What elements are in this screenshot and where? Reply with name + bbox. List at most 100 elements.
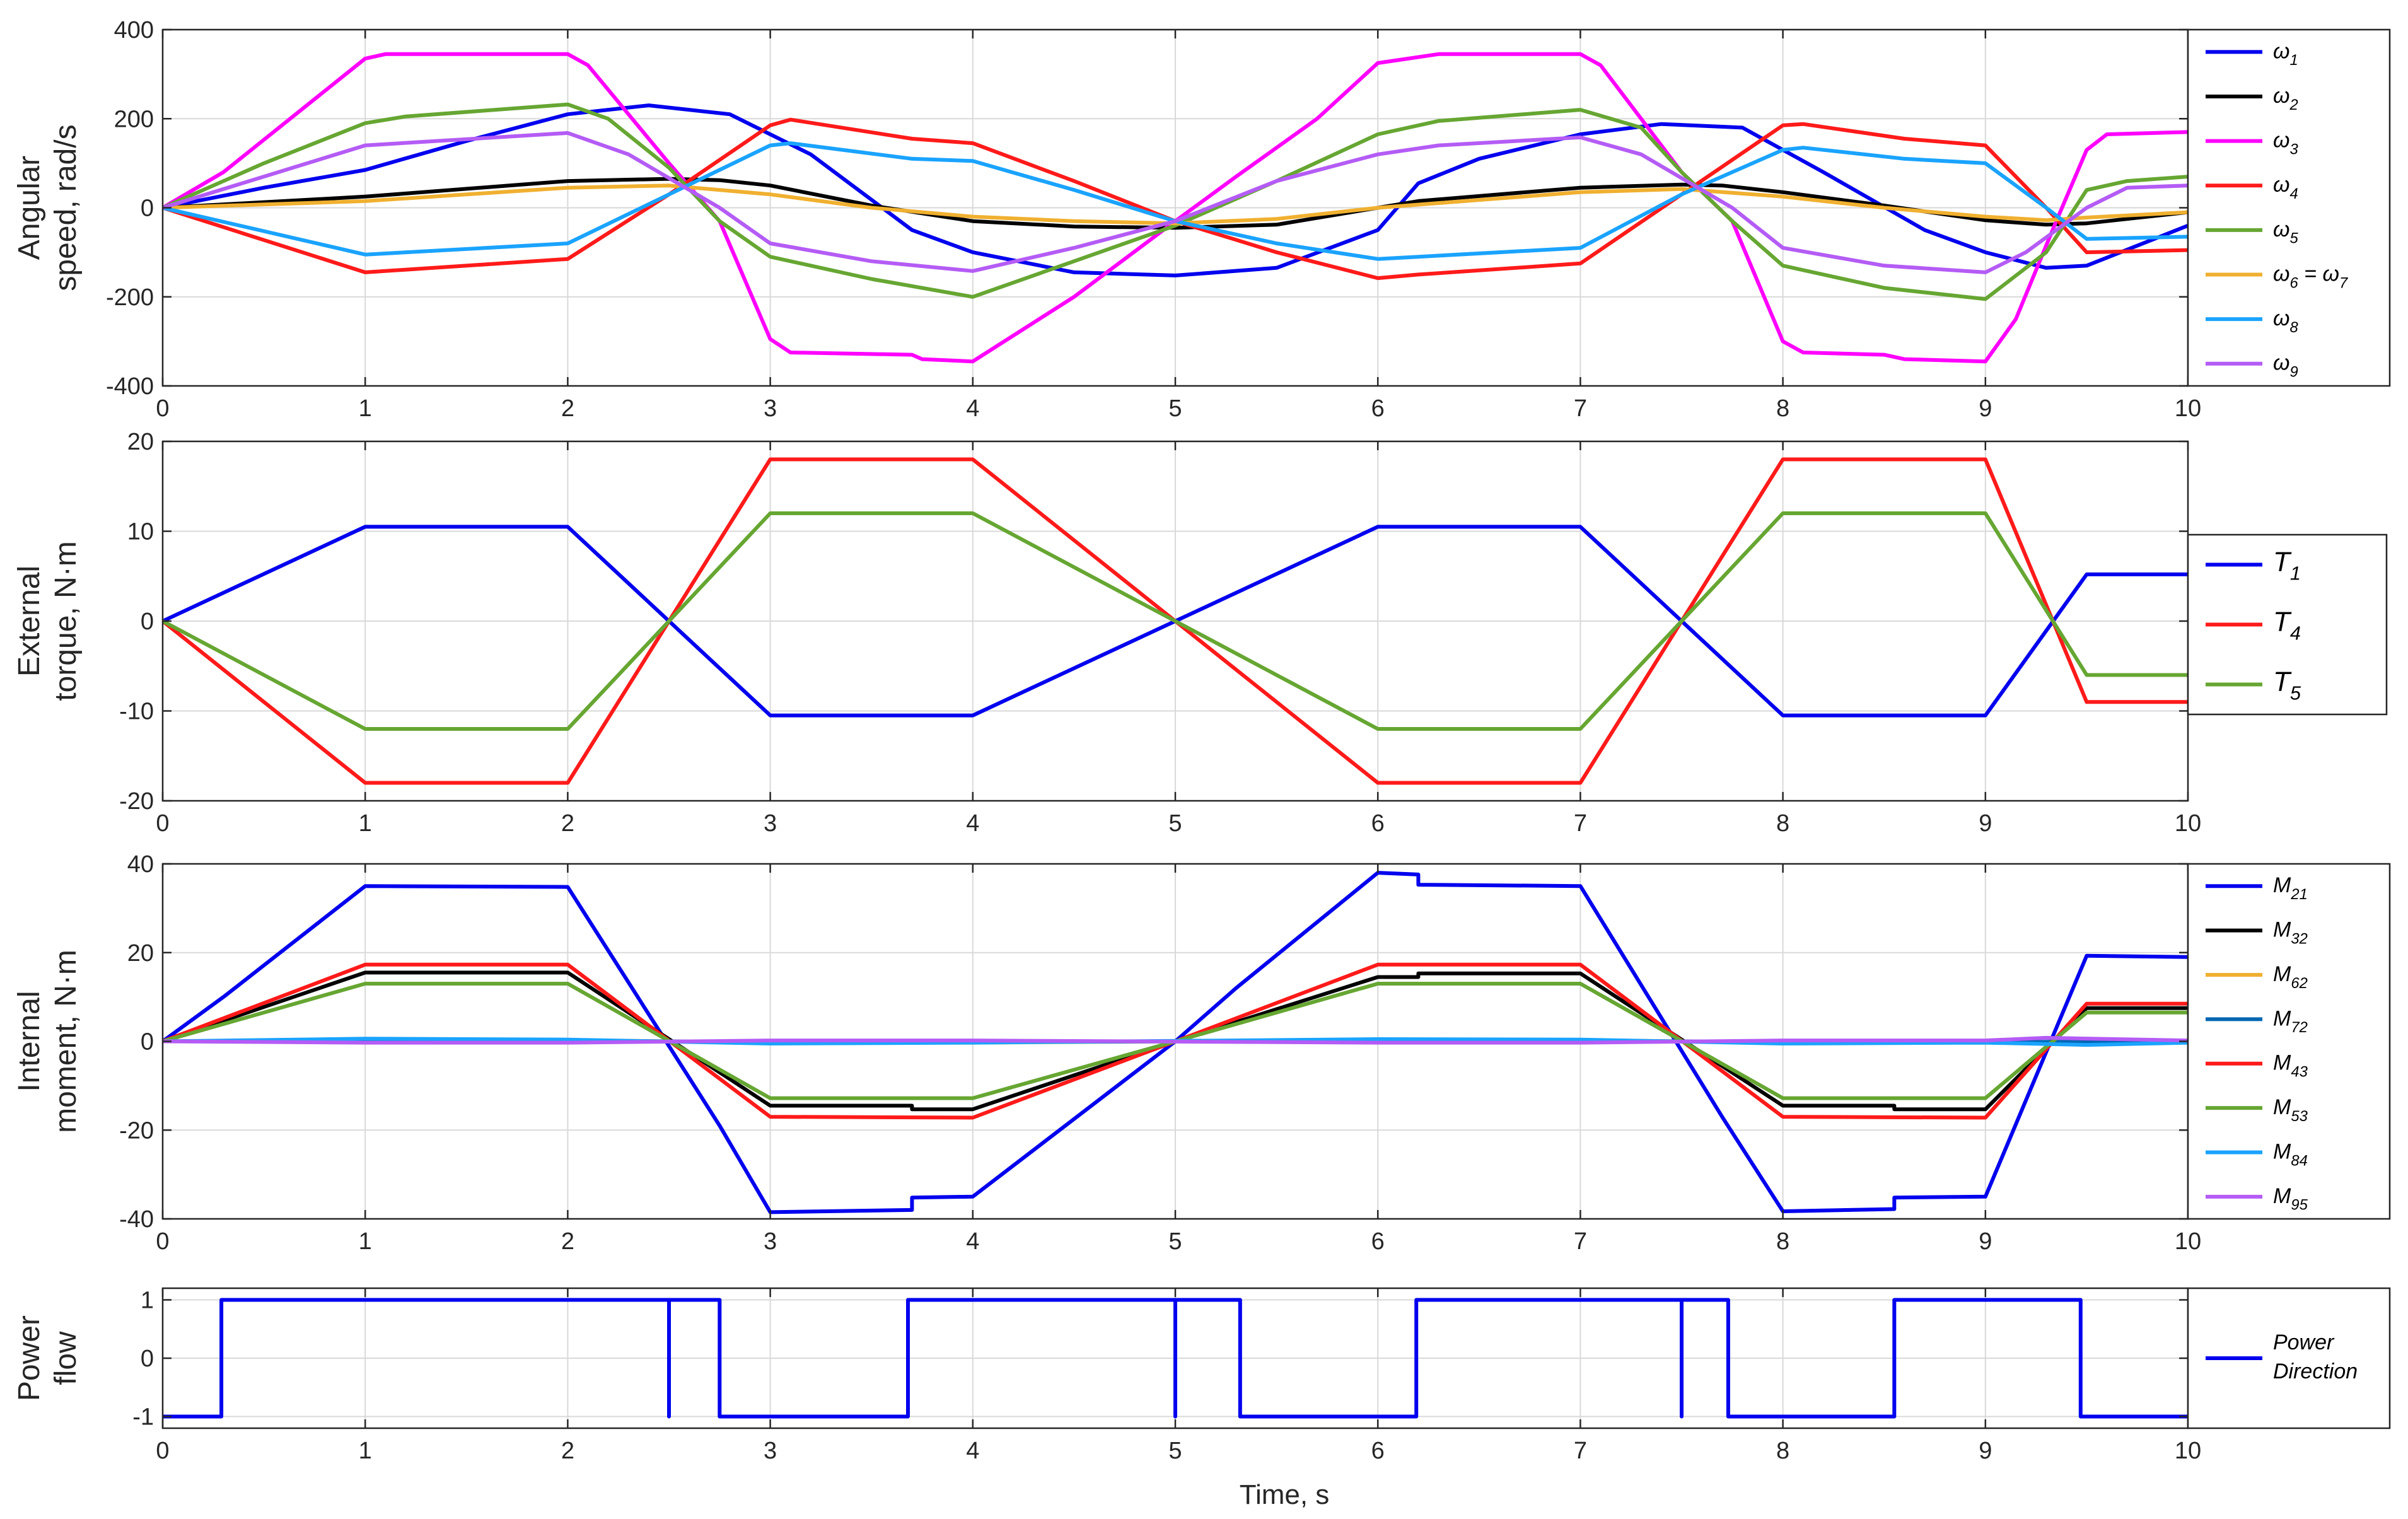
legend-subscript: 5	[2290, 682, 2301, 704]
chart-panel-3: 0 1 2 3 4 5 6 7 8 9 10 -40 -20 0 20 40 Internal moment, N…	[13, 851, 2391, 1255]
legend-symbol: ω	[2273, 173, 2289, 197]
legend-entry: M32	[2273, 918, 2308, 948]
legend-entry-line: Power	[2273, 1330, 2335, 1354]
x-tick-label: 0	[156, 1228, 169, 1255]
x-tick-label: 10	[2175, 1438, 2201, 1464]
legend-box	[2187, 28, 2391, 387]
legend-subscript: 32	[2291, 930, 2307, 947]
legend-symbol: M	[2273, 962, 2291, 986]
x-tick-label: 9	[1979, 1228, 1992, 1255]
y-axis-label: Power flow	[13, 1315, 83, 1401]
chart-panel-2: 0 1 2 3 4 5 6 7 8 9 10 -20 -10 0 10 20 External torque, N…	[13, 429, 2388, 837]
legend-entry: ω6 = ω7	[2273, 262, 2348, 291]
x-tick-label: 2	[561, 395, 574, 422]
legend-entry: M95	[2273, 1184, 2308, 1214]
x-tick-label: 2	[561, 1438, 574, 1464]
x-tick-label: 1	[359, 810, 372, 837]
y-axis-label-line: flow	[49, 1331, 83, 1385]
legend-subscript: 21	[2290, 886, 2307, 903]
legend-symbol: M	[2273, 1051, 2291, 1075]
x-tick-label: 4	[966, 1228, 979, 1255]
legend-entry: Power Direction	[2273, 1330, 2358, 1383]
legend-entry: ω3	[2273, 129, 2298, 158]
series-line-ω1	[163, 103, 2188, 277]
x-tick-label: 2	[561, 1228, 574, 1255]
y-tick-label: 1	[141, 1288, 154, 1314]
y-tick-label: 0	[141, 1346, 154, 1372]
y-tick-label: -10	[119, 699, 154, 725]
legend-subscript: 8	[2289, 319, 2298, 336]
y-tick-label: 0	[141, 1029, 154, 1056]
x-tick-label: 6	[1371, 1438, 1385, 1464]
y-axis-label-line: External	[13, 566, 46, 677]
x-tick-label: 1	[359, 1438, 372, 1464]
y-axis-label-line: Internal	[13, 991, 46, 1091]
legend-subscript: 53	[2291, 1108, 2308, 1125]
x-tick-label: 1	[359, 395, 372, 422]
legend-subscript: 6	[2289, 274, 2298, 291]
chart-panel-1: 0 1 2 3 4 5 6 7 8 9 10 -400 -200 0 200 400 Angular speed,…	[13, 17, 2391, 422]
series-line-ω3	[163, 52, 2188, 364]
legend-subscript: 62	[2291, 975, 2307, 992]
x-tick-label: 0	[156, 810, 169, 837]
x-tick-label: 9	[1979, 1438, 1992, 1464]
legend-symbol: T	[2273, 666, 2292, 697]
x-axis-label: Time, s	[1240, 1479, 1330, 1510]
y-axis-label-line: speed, rad/s	[49, 124, 83, 291]
y-axis-label: Angular speed, rad/s	[13, 124, 83, 291]
series-line-M21	[163, 871, 2188, 1214]
legend-tail: = ω	[2298, 262, 2339, 286]
series-line-ω8	[163, 141, 2188, 261]
x-tick-label: 9	[1979, 395, 1992, 422]
legend-symbol: M	[2273, 1006, 2291, 1030]
y-tick-label: -20	[119, 788, 154, 815]
legend-subscript: 72	[2291, 1019, 2307, 1036]
x-tick-label: 0	[156, 1438, 169, 1464]
legend-symbol: M	[2273, 873, 2291, 897]
series-line-M84	[163, 1037, 2188, 1047]
legend-entry: ω1	[2273, 39, 2298, 69]
legend-subscript: 5	[2289, 230, 2298, 247]
legend-symbol: ω	[2273, 84, 2289, 108]
legend-subscript: 2	[2289, 96, 2298, 113]
series-line-ω6-=-ω7	[163, 183, 2188, 226]
x-tick-label: 3	[764, 395, 777, 422]
series-line-Power-Direction	[163, 1298, 2188, 1419]
x-tick-label: 5	[1168, 1438, 1182, 1464]
legend-entry: ω8	[2273, 306, 2298, 336]
legend-symbol: M	[2273, 1095, 2291, 1119]
x-tick-label: 8	[1776, 1228, 1789, 1255]
x-tick-label: 7	[1574, 1228, 1587, 1255]
y-axis-label: Internal moment, N·m	[13, 950, 83, 1133]
series-line-ω4	[163, 117, 2188, 281]
legend-symbol: T	[2273, 607, 2292, 637]
legend-subscript: 7	[2339, 274, 2348, 291]
x-tick-label: 3	[764, 810, 777, 837]
x-tick-label: 7	[1574, 810, 1587, 837]
series-line-ω9	[163, 131, 2188, 274]
y-tick-label: 40	[127, 851, 154, 878]
y-tick-label: 200	[114, 106, 154, 132]
series-line-T1	[163, 525, 2188, 718]
legend-symbol: T	[2273, 547, 2292, 578]
y-axis-label-line: moment, N·m	[49, 950, 83, 1133]
x-tick-label: 7	[1574, 1438, 1587, 1464]
y-tick-label: 20	[127, 429, 154, 455]
series-line-T5	[163, 511, 2188, 731]
y-tick-label: -1	[132, 1404, 154, 1431]
y-tick-label: -400	[106, 373, 154, 400]
y-tick-label: 0	[141, 195, 154, 222]
legend-entry: M21	[2273, 873, 2308, 903]
legend-symbol: M	[2273, 1184, 2291, 1208]
legend-subscript: 1	[2289, 52, 2298, 69]
legend-entry-line: Direction	[2273, 1359, 2358, 1383]
y-tick-label: 0	[141, 608, 154, 635]
x-tick-label: 8	[1776, 395, 1789, 422]
x-tick-label: 4	[966, 810, 979, 837]
legend-symbol: ω	[2273, 306, 2289, 330]
y-axis-label-line: Angular	[13, 156, 46, 260]
legend-entry: M62	[2273, 962, 2308, 992]
legend-entry: ω5	[2273, 218, 2298, 247]
